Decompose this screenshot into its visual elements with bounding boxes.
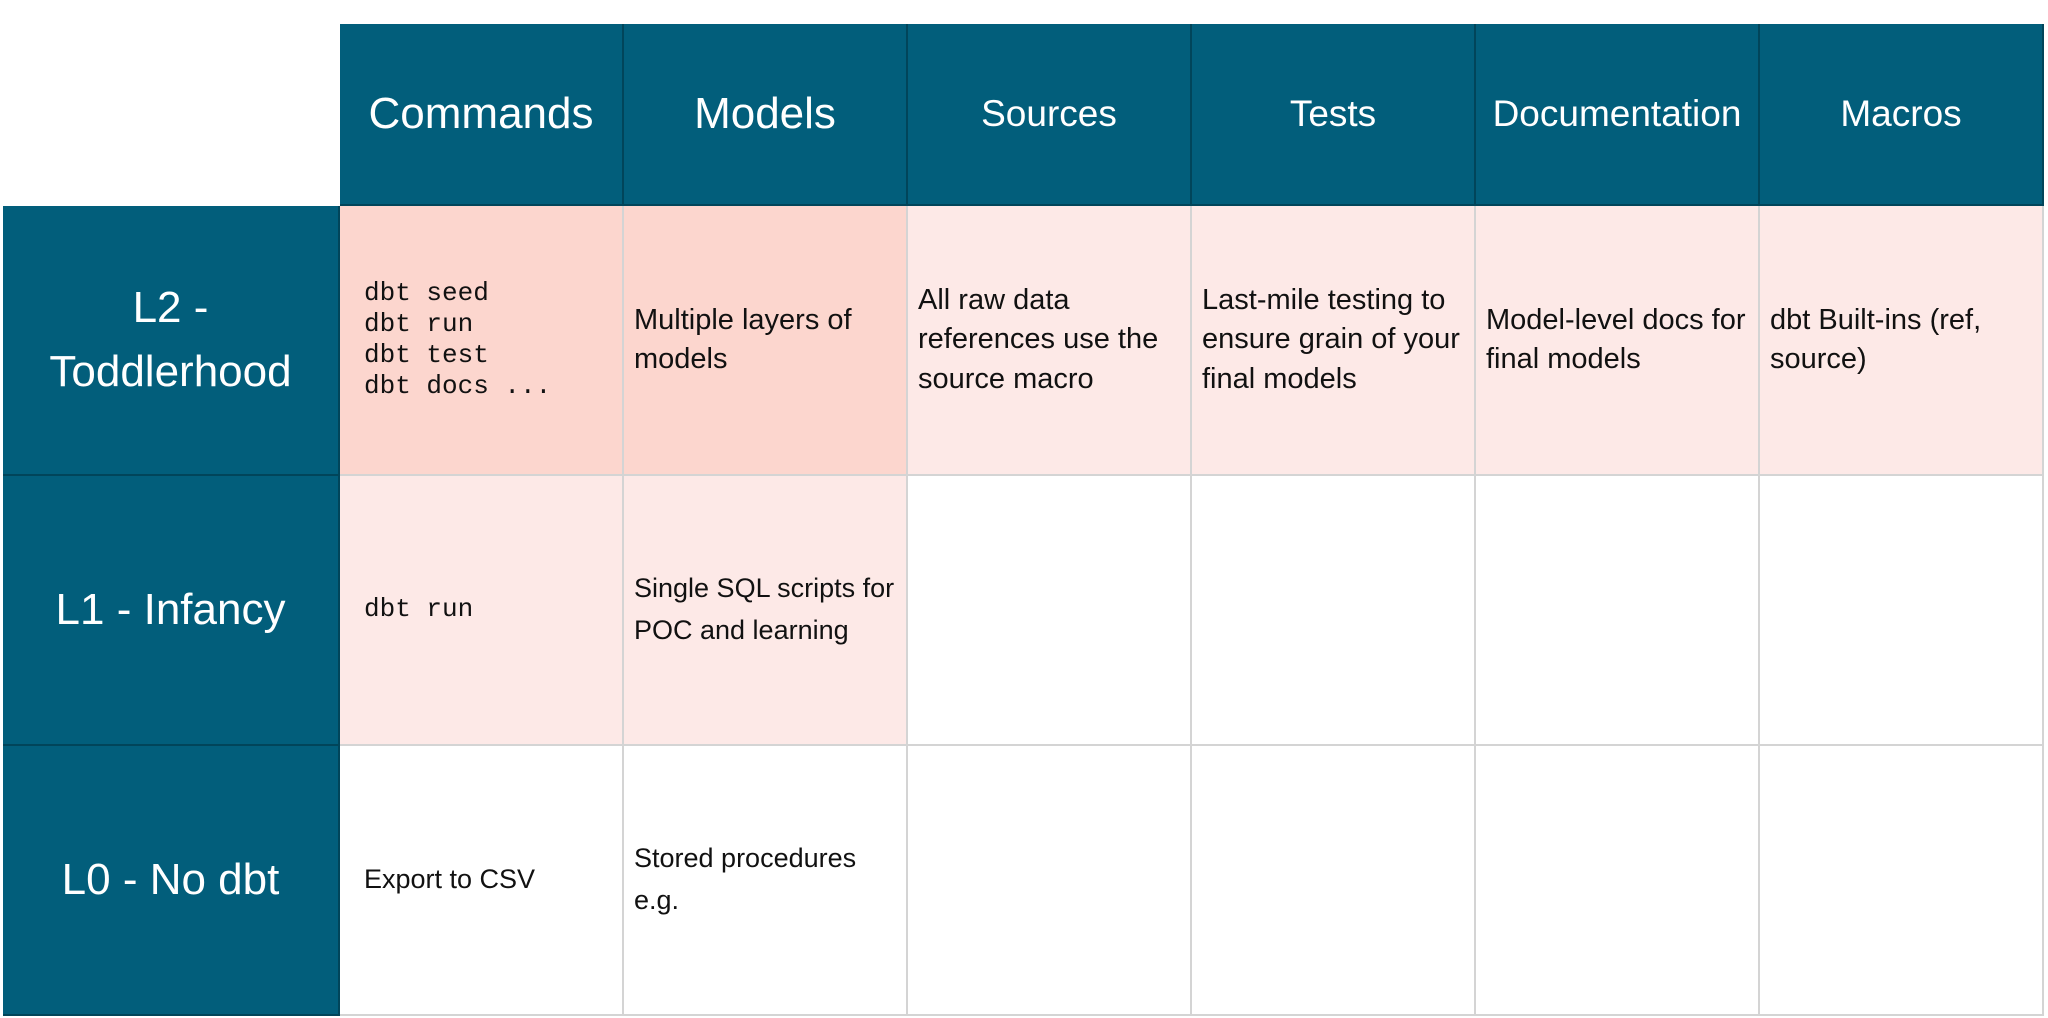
cell: Last-mile testing to ensure grain of you… <box>1192 206 1476 476</box>
row-label: L2 - Toddlerhood <box>3 206 340 476</box>
empty-cell <box>1192 476 1476 746</box>
column-header: Macros <box>1760 24 2044 206</box>
empty-cell <box>1760 476 2044 746</box>
empty-cell <box>1476 476 1760 746</box>
empty-cell <box>1760 746 2044 1016</box>
row-label: L0 - No dbt <box>3 746 340 1016</box>
column-header: Documentation <box>1476 24 1760 206</box>
cell: dbt Built-ins (ref, source) <box>1760 206 2044 476</box>
cell: Multiple layers of models <box>624 206 908 476</box>
cell: Model-level docs for final models <box>1476 206 1760 476</box>
column-header: Tests <box>1192 24 1476 206</box>
cell: All raw data references use the source m… <box>908 206 1192 476</box>
cell: dbt seed dbt run dbt test dbt docs ... <box>340 206 624 476</box>
empty-cell <box>1476 746 1760 1016</box>
cell: Stored procedures e.g. <box>624 746 908 1016</box>
column-header: Commands <box>340 24 624 206</box>
empty-cell <box>908 746 1192 1016</box>
maturity-table: Commands Models Sources Tests Documentat… <box>3 24 2044 1016</box>
column-header: Sources <box>908 24 1192 206</box>
cell: dbt run <box>340 476 624 746</box>
cell: Export to CSV <box>340 746 624 1016</box>
cell: Single SQL scripts for POC and learning <box>624 476 908 746</box>
empty-cell <box>908 476 1192 746</box>
column-header: Models <box>624 24 908 206</box>
corner <box>3 24 340 206</box>
empty-cell <box>1192 746 1476 1016</box>
row-label: L1 - Infancy <box>3 476 340 746</box>
